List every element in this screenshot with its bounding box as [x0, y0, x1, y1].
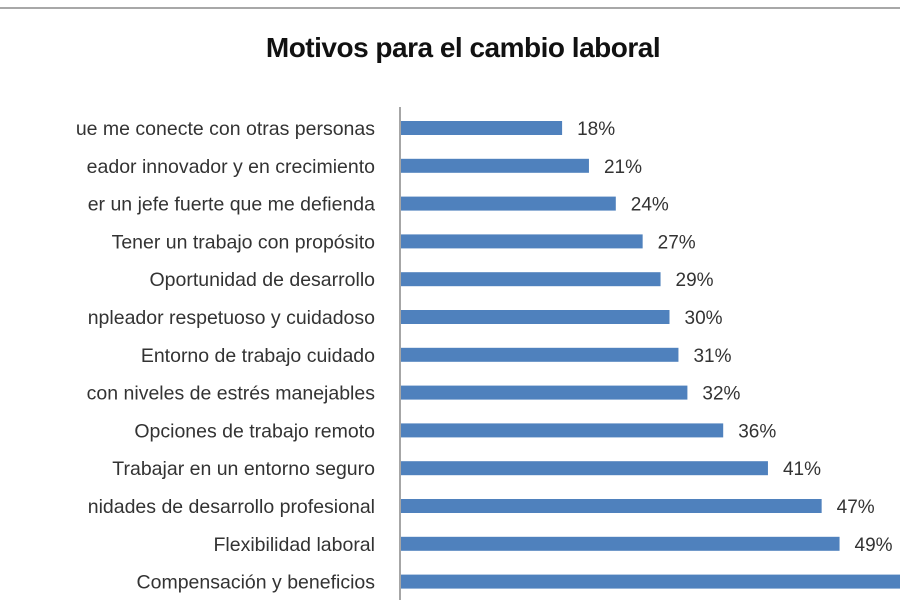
category-label: npleador respetuoso y cuidadoso — [88, 307, 375, 329]
category-label: Entorno de trabajo cuidado — [141, 345, 375, 367]
bar — [401, 536, 840, 551]
data-label: 32% — [702, 384, 740, 405]
category-label: er un jefe fuerte que me defienda — [88, 194, 375, 216]
data-label: 36% — [738, 421, 776, 442]
category-label: eador innovador y en crecimiento — [87, 156, 375, 178]
bar — [401, 234, 643, 249]
bar — [401, 196, 616, 211]
data-label: 21% — [604, 157, 642, 178]
data-label: 24% — [631, 195, 669, 216]
category-label: Trabajar en un entorno seguro — [112, 458, 375, 480]
bar — [401, 347, 679, 362]
category-label: Flexibilidad laboral — [213, 534, 375, 556]
category-label: Tener un trabajo con propósito — [112, 231, 376, 253]
data-label: 29% — [676, 270, 714, 291]
category-label: Oportunidad de desarrollo — [150, 269, 376, 291]
category-label: Compensación y beneficios — [137, 572, 376, 594]
data-label: 41% — [783, 459, 821, 480]
data-label: 47% — [837, 497, 875, 518]
bar — [401, 423, 724, 438]
category-label: nidades de desarrollo profesional — [88, 496, 375, 518]
bar — [401, 574, 900, 589]
category-label: con niveles de estrés manejables — [87, 383, 376, 405]
data-label: 31% — [693, 346, 731, 367]
chart-title: Motivos para el cambio laboral — [265, 32, 661, 63]
data-label: 30% — [685, 308, 723, 329]
data-label: 18% — [577, 119, 615, 140]
bar — [401, 385, 688, 400]
bar — [401, 461, 768, 476]
top-border — [0, 7, 900, 9]
bar — [401, 499, 822, 513]
bar — [401, 121, 563, 135]
bar — [401, 158, 589, 173]
bar — [401, 272, 661, 287]
data-label: 49% — [855, 535, 893, 556]
data-label: 27% — [658, 232, 696, 253]
bar — [401, 310, 670, 324]
category-label: ue me conecte con otras personas — [76, 118, 375, 140]
category-label: Opciones de trabajo remoto — [134, 420, 375, 442]
